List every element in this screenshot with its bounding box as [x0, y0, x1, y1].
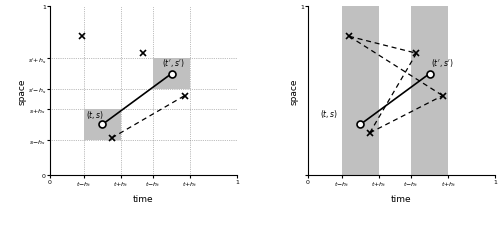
Bar	[153, 59, 190, 89]
X-axis label: time: time	[391, 194, 412, 203]
Text: $(t,s)$: $(t,s)$	[320, 108, 338, 120]
Text: $(t,s)$: $(t,s)$	[86, 108, 103, 120]
Y-axis label: space: space	[290, 78, 298, 104]
Bar	[342, 7, 379, 176]
Bar	[84, 110, 121, 140]
Text: $(t',s')$: $(t',s')$	[432, 57, 454, 69]
X-axis label: time: time	[133, 194, 154, 203]
Bar	[411, 7, 449, 176]
Y-axis label: space: space	[17, 78, 26, 104]
Text: $(t',s')$: $(t',s')$	[162, 57, 185, 69]
